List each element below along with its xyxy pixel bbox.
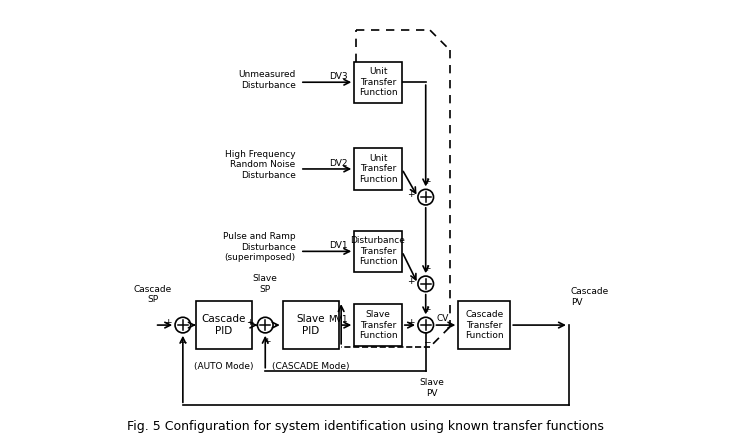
Text: Unit
Transfer
Function: Unit Transfer Function xyxy=(358,67,397,97)
Text: Slave
PID: Slave PID xyxy=(296,314,325,336)
FancyBboxPatch shape xyxy=(354,61,402,103)
Text: DV1: DV1 xyxy=(329,241,347,250)
Text: −: − xyxy=(423,337,431,346)
Text: CV: CV xyxy=(437,314,450,323)
Text: DV3: DV3 xyxy=(329,72,347,81)
FancyBboxPatch shape xyxy=(458,301,510,349)
Text: Slave
PV: Slave PV xyxy=(420,378,445,398)
Text: (CASCADE Mode): (CASCADE Mode) xyxy=(272,362,350,371)
Text: Fig. 5 Configuration for system identification using known transfer functions: Fig. 5 Configuration for system identifi… xyxy=(126,419,604,433)
Text: Unit
Transfer
Function: Unit Transfer Function xyxy=(358,154,397,184)
FancyBboxPatch shape xyxy=(354,231,402,272)
Text: +: + xyxy=(263,337,270,346)
Text: −: − xyxy=(179,337,187,346)
Text: Disturbance
Transfer
Function: Disturbance Transfer Function xyxy=(350,236,405,266)
FancyBboxPatch shape xyxy=(354,305,402,346)
Text: +: + xyxy=(164,318,172,328)
Text: Slave
Transfer
Function: Slave Transfer Function xyxy=(358,310,397,340)
Text: DV2: DV2 xyxy=(329,159,347,168)
Text: Slave
SP: Slave SP xyxy=(253,274,277,293)
Text: +: + xyxy=(407,318,415,328)
Text: +: + xyxy=(407,191,415,199)
Text: MV1: MV1 xyxy=(328,315,347,324)
Text: Cascade
SP: Cascade SP xyxy=(134,285,172,305)
Text: Cascade
Transfer
Function: Cascade Transfer Function xyxy=(465,310,504,340)
Text: +: + xyxy=(247,318,254,328)
FancyBboxPatch shape xyxy=(354,149,402,190)
FancyBboxPatch shape xyxy=(196,301,253,349)
Text: Unmeasured
Disturbance: Unmeasured Disturbance xyxy=(238,70,296,90)
Text: High Frequency
Random Noise
Disturbance: High Frequency Random Noise Disturbance xyxy=(225,150,296,179)
Text: Cascade
PID: Cascade PID xyxy=(202,314,246,336)
FancyBboxPatch shape xyxy=(283,301,339,349)
Text: Pulse and Ramp
Disturbance
(superimposed): Pulse and Ramp Disturbance (superimposed… xyxy=(223,232,296,262)
Text: (AUTO Mode): (AUTO Mode) xyxy=(194,362,254,371)
Text: +: + xyxy=(423,263,431,273)
Text: Cascade
PV: Cascade PV xyxy=(571,287,610,307)
Text: +: + xyxy=(407,277,415,286)
Text: +: + xyxy=(423,305,431,314)
Text: +: + xyxy=(423,177,431,186)
